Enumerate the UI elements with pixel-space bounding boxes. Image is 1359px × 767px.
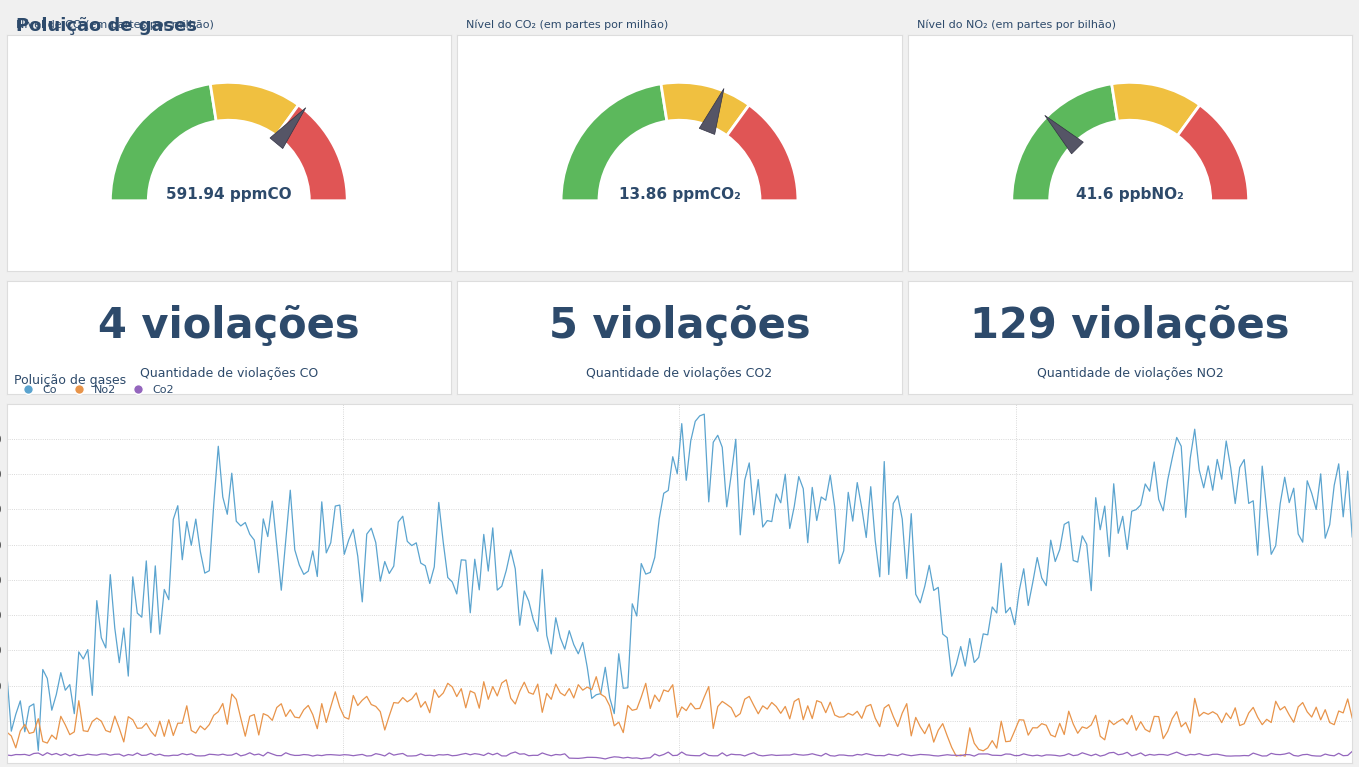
- Co: [805, 482, 821, 492]
- Text: Poluição de gases: Poluição de gases: [16, 17, 197, 35]
- Co: [0, 669, 15, 678]
- No2: [588, 672, 605, 681]
- Text: Nível do CO₂ (em partes por milhão): Nível do CO₂ (em partes por milhão): [466, 19, 669, 30]
- No2: [0, 727, 15, 736]
- Line: Co: Co: [7, 414, 1352, 751]
- No2: [1344, 713, 1359, 723]
- Co2: [0, 750, 15, 759]
- Co: [1227, 499, 1243, 509]
- Text: Nível do NO₂ (em partes por bilhão): Nível do NO₂ (em partes por bilhão): [917, 19, 1116, 30]
- Co2: [826, 752, 843, 761]
- Line: Co2: Co2: [7, 752, 1352, 759]
- No2: [799, 701, 815, 710]
- Legend: Co, No2, Co2: Co, No2, Co2: [12, 380, 178, 400]
- Co: [3, 726, 19, 736]
- Co: [696, 410, 712, 419]
- Co2: [799, 750, 815, 759]
- Co: [809, 516, 825, 525]
- Text: Poluição de gases: Poluição de gases: [14, 374, 125, 387]
- Co2: [1344, 747, 1359, 756]
- No2: [3, 731, 19, 740]
- Co2: [1223, 752, 1239, 761]
- Co: [1142, 486, 1158, 495]
- Text: Nível de CO (em partes por milhão): Nível de CO (em partes por milhão): [16, 19, 213, 30]
- No2: [1227, 703, 1243, 713]
- No2: [1142, 727, 1158, 736]
- Co2: [3, 751, 19, 760]
- No2: [805, 714, 821, 723]
- Line: No2: No2: [7, 676, 1352, 756]
- Co: [30, 746, 46, 755]
- Co: [1344, 532, 1359, 542]
- Co: [832, 559, 848, 568]
- Text: Quantidade de violações NO2: Quantidade de violações NO2: [1037, 367, 1223, 380]
- Co2: [1137, 751, 1154, 760]
- Co2: [805, 749, 821, 759]
- Text: 5 violações: 5 violações: [549, 305, 810, 347]
- Text: 129 violações: 129 violações: [970, 305, 1290, 347]
- No2: [949, 752, 965, 761]
- No2: [826, 710, 843, 719]
- Co2: [597, 754, 613, 763]
- Text: 4 violações: 4 violações: [98, 305, 360, 347]
- Text: Quantidade de violações CO: Quantidade de violações CO: [140, 367, 318, 380]
- Text: Quantidade de violações CO2: Quantidade de violações CO2: [587, 367, 772, 380]
